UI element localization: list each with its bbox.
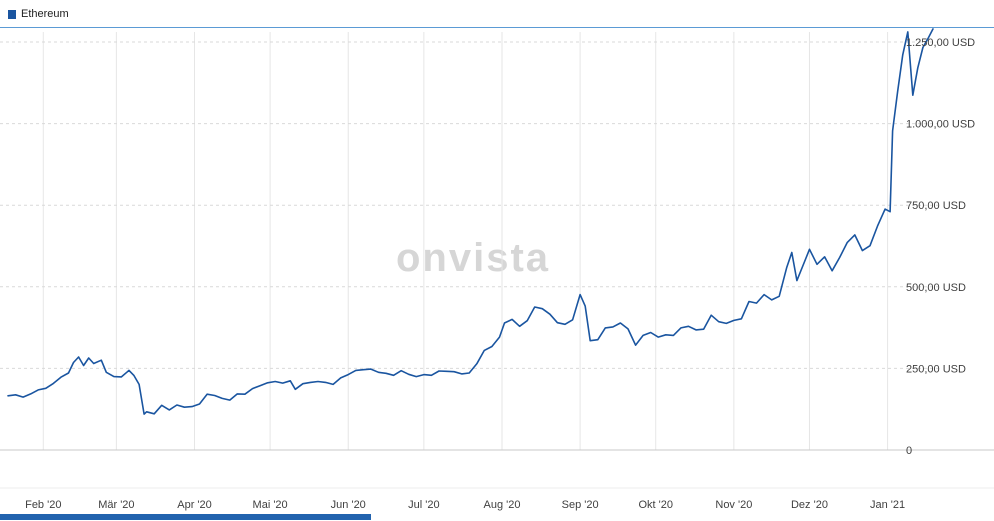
svg-text:1.250,00 USD: 1.250,00 USD [906, 37, 975, 49]
series-marker-icon [8, 9, 16, 19]
onvista-watermark: onvista [395, 236, 551, 280]
x-axis-labels: Feb '20 Mär '20 Apr '20 Mai '20 Jun '20 Jul '… [25, 499, 905, 511]
header-divider [0, 27, 994, 28]
svg-text:Jul '20: Jul '20 [408, 499, 439, 511]
horizontal-gridlines [0, 41, 938, 369]
svg-text:Jun '20: Jun '20 [331, 499, 366, 511]
range-scrollbar[interactable] [0, 514, 371, 520]
svg-text:0: 0 [906, 445, 912, 457]
svg-text:250,00 USD: 250,00 USD [906, 363, 966, 375]
svg-text:Mär '20: Mär '20 [98, 499, 134, 511]
svg-text:1.000,00 USD: 1.000,00 USD [906, 119, 975, 131]
svg-text:Mai '20: Mai '20 [253, 499, 288, 511]
legend-label: Ethereum [21, 8, 69, 20]
svg-text:Feb '20: Feb '20 [25, 499, 61, 511]
axis-lines [0, 449, 994, 489]
svg-text:Apr '20: Apr '20 [177, 499, 212, 511]
legend: Ethereum [8, 8, 69, 20]
svg-text:500,00 USD: 500,00 USD [906, 282, 966, 294]
svg-text:Aug '20: Aug '20 [483, 499, 520, 511]
svg-text:Nov '20: Nov '20 [715, 499, 752, 511]
svg-text:Okt '20: Okt '20 [638, 499, 673, 511]
svg-text:Sep '20: Sep '20 [562, 499, 599, 511]
vertical-gridlines [42, 32, 889, 450]
price-line [7, 28, 934, 415]
y-axis-labels: 1.250,00 USD 1.000,00 USD 750,00 USD 500,00… [906, 37, 975, 457]
svg-text:Jan '21: Jan '21 [870, 499, 905, 511]
svg-text:750,00 USD: 750,00 USD [906, 200, 966, 212]
svg-text:Dez '20: Dez '20 [791, 499, 828, 511]
